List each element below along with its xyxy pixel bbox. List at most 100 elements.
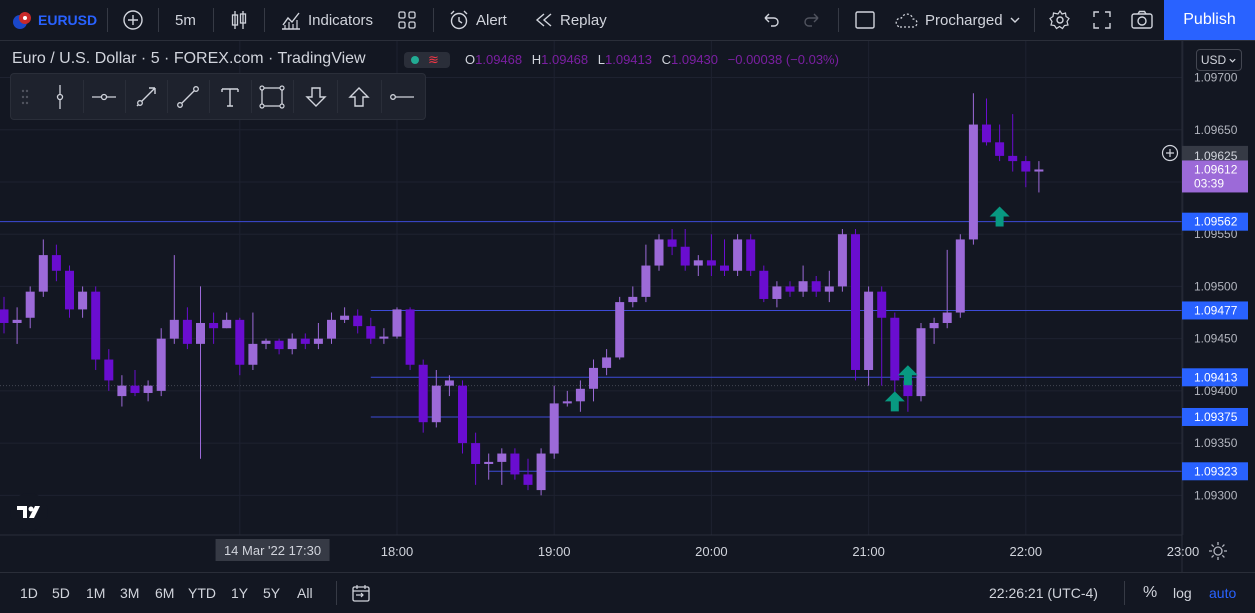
candle-body [510,453,520,475]
candle-body [903,380,913,397]
price-tick-label: 1.09450 [1194,332,1238,346]
candle-body [353,315,363,327]
redo-button[interactable] [801,0,823,40]
bottom-toolbar: 1D 5D 1M 3M 6M YTD 1Y 5Y All 22:26:21 (UTC-4) % … [0,572,1255,613]
arrow-marker-down-tool[interactable] [295,74,337,119]
trend-line-tool[interactable] [167,74,209,119]
log-scale-toggle[interactable]: log [1173,573,1192,613]
candle-body [955,239,965,313]
crosshair-add-button[interactable] [1161,144,1179,162]
layout-select-button[interactable] [854,0,876,40]
interval-button[interactable]: 5m [175,0,196,40]
horizontal-ray-tool[interactable] [83,74,125,119]
eu-flag-icon [13,12,31,29]
range-ytd-button[interactable]: YTD [188,585,216,601]
range-all-button[interactable]: All [297,585,313,601]
indicators-button[interactable]: Indicators [280,0,373,40]
chevron-down-icon [1010,17,1020,23]
timezone-button[interactable]: 22:26:21 (UTC-4) [989,573,1098,613]
chart-type-button[interactable] [228,0,250,40]
drag-handle[interactable] [11,74,39,119]
candle-body [248,343,258,365]
candle-body [706,260,716,266]
price-tick-label: 1.09300 [1194,488,1238,502]
market-status-badge[interactable]: ≋ [404,52,450,68]
price-tick-label: 1.09500 [1194,279,1238,293]
candle-body [916,328,926,397]
candle-body [274,340,284,350]
candle-body [628,296,638,303]
candle-body [12,319,22,323]
range-1y-button[interactable]: 1Y [231,585,249,601]
range-3m-button[interactable]: 3M [120,585,140,601]
candle-body [693,260,703,266]
range-1m-button[interactable]: 1M [86,585,106,601]
vertical-line-tool[interactable] [39,74,81,119]
templates-button[interactable] [396,0,418,40]
text-tool[interactable] [209,74,251,119]
candle-body [418,364,428,423]
candle-body [91,291,101,360]
arrow-marker-up-tool[interactable] [338,74,380,119]
alert-button[interactable]: Alert [448,0,507,40]
tool-divider [293,80,294,113]
rectangle-tool[interactable] [251,74,293,119]
candle-body [589,367,598,389]
templates-grid-icon [398,11,416,29]
price-chart[interactable]: 1.097001.096501.096001.095501.095001.094… [0,41,1255,572]
tool-divider [381,80,382,113]
candle-body [1008,155,1018,162]
symbol-search-button[interactable]: EURUSD [12,0,97,40]
price-axis-labels: 1.097001.096501.096001.095501.095001.094… [1194,71,1238,503]
candle-body [313,338,323,344]
candle-body [38,255,48,292]
arrow-line-icon [136,86,156,106]
settings-button[interactable] [1049,0,1071,40]
horizontal-ray-right-tool[interactable] [381,74,423,119]
range-5d-button[interactable]: 5D [52,585,70,601]
trend-line-icon [177,85,199,108]
undo-icon [764,13,779,27]
legend-title: Euro / U.S. Dollar · 5 · FOREX.com · Tra… [12,50,366,67]
alert-label: Alert [476,11,507,29]
tradingview-logo[interactable] [10,493,48,531]
arrow-line-tool[interactable] [125,74,167,119]
arrow-down-icon [305,86,327,107]
toolbar-divider [213,8,214,32]
candle-body [287,338,297,350]
candle-body [222,319,232,329]
candle-body [117,385,127,397]
toolbar-divider [433,8,434,32]
level-price-badge [1182,368,1248,387]
tool-divider [251,80,252,113]
undo-button[interactable] [760,0,782,40]
currency-select[interactable]: USD [1196,49,1242,71]
low-value: 1.09413 [605,52,652,67]
candle-body [366,326,376,339]
replay-button[interactable]: Replay [534,0,607,40]
range-5y-button[interactable]: 5Y [263,585,281,601]
snapshot-button[interactable] [1130,0,1154,40]
tool-divider [337,80,338,113]
compare-button[interactable] [122,0,144,40]
percent-scale-toggle[interactable]: % [1143,573,1157,613]
range-6m-button[interactable]: 6M [155,585,175,601]
range-1d-button[interactable]: 1D [20,585,38,601]
save-layout-button[interactable]: Procharged [893,0,1021,40]
text-icon [221,87,239,107]
go-to-date-button[interactable] [351,573,371,613]
layout-name: Procharged [925,11,1003,29]
market-open-dot-icon [411,56,419,64]
candle-body [169,319,179,339]
fullscreen-button[interactable] [1091,0,1113,40]
candle-body [156,338,166,391]
publish-button[interactable]: Publish [1164,0,1255,40]
auto-scale-toggle[interactable]: auto [1209,573,1236,613]
candle-body [0,309,9,323]
tradingview-logo-icon [17,506,40,518]
time-axis-settings-button[interactable] [1208,541,1228,561]
ohlc-values: O1.09468 H1.09468 L1.09413 C1.09430 −0.0… [465,52,845,67]
candle-body [209,322,219,329]
replay-label: Replay [560,11,607,29]
